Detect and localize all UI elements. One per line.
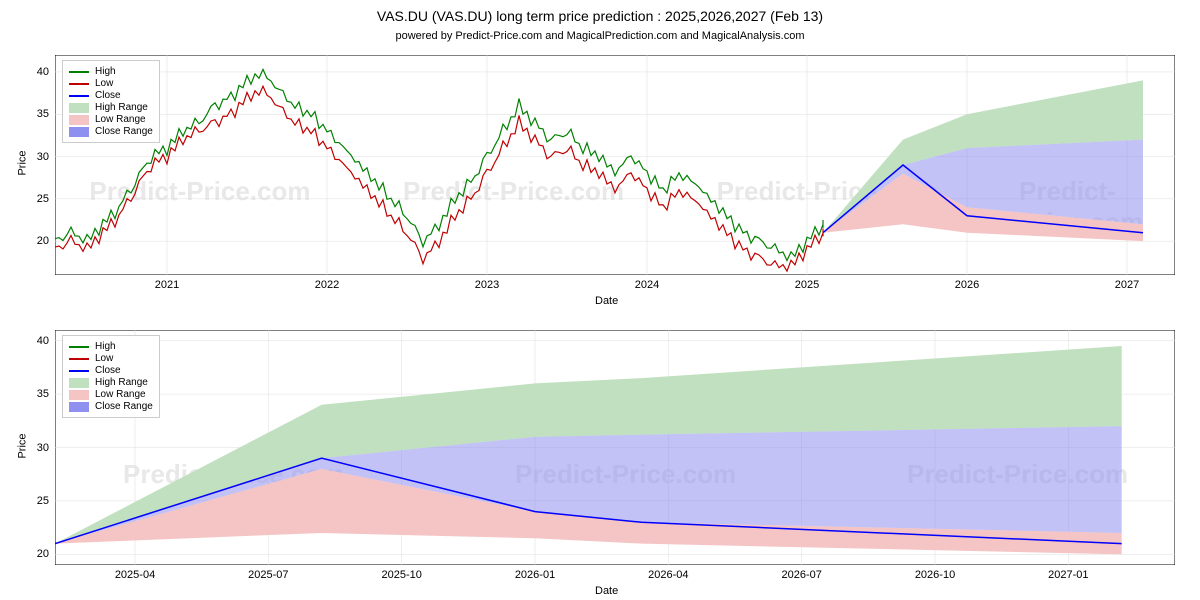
- main-title: VAS.DU (VAS.DU) long term price predicti…: [0, 8, 1200, 24]
- legend-item: High Range: [69, 102, 153, 113]
- legend-item: Close: [69, 90, 153, 101]
- y-tick-label: 40: [19, 335, 49, 347]
- legend-label: Low: [95, 353, 113, 364]
- legend-label: Low: [95, 78, 113, 89]
- y-tick-label: 25: [19, 193, 49, 205]
- legend-item: Low: [69, 78, 153, 89]
- legend-item: Low Range: [69, 389, 153, 400]
- legend-item: High: [69, 341, 153, 352]
- chart-svg: [55, 55, 1175, 275]
- chart-svg: [55, 330, 1175, 565]
- legend-item: High Range: [69, 377, 153, 388]
- x-tick-label: 2026: [937, 279, 997, 291]
- y-tick-label: 25: [19, 495, 49, 507]
- x-tick-label: 2027-01: [1038, 569, 1098, 581]
- legend-item: Close Range: [69, 126, 153, 137]
- x-tick-label: 2026-10: [905, 569, 965, 581]
- legend-label: High: [95, 341, 116, 352]
- y-tick-label: 35: [19, 108, 49, 120]
- legend-item: Low Range: [69, 114, 153, 125]
- y-tick-label: 35: [19, 388, 49, 400]
- legend-label: Close Range: [95, 126, 153, 137]
- legend-item: Close: [69, 365, 153, 376]
- legend-label: Close Range: [95, 401, 153, 412]
- legend-label: High Range: [95, 377, 148, 388]
- subtitle: powered by Predict-Price.com and Magical…: [0, 30, 1200, 42]
- legend-item: High: [69, 66, 153, 77]
- x-tick-label: 2022: [297, 279, 357, 291]
- legend-label: High Range: [95, 102, 148, 113]
- x-axis-label: Date: [595, 295, 618, 307]
- y-axis-label: Price: [17, 433, 29, 458]
- x-tick-label: 2025-07: [238, 569, 298, 581]
- bottom-chart: Predict-Price.comPredict-Price.comPredic…: [55, 330, 1175, 565]
- legend-label: Low Range: [95, 389, 146, 400]
- legend-label: Low Range: [95, 114, 146, 125]
- legend: HighLowCloseHigh RangeLow RangeClose Ran…: [62, 60, 160, 143]
- legend-item: Low: [69, 353, 153, 364]
- x-tick-label: 2026-01: [505, 569, 565, 581]
- legend-item: Close Range: [69, 401, 153, 412]
- y-axis-label: Price: [17, 150, 29, 175]
- legend-label: Close: [95, 90, 121, 101]
- legend-label: High: [95, 66, 116, 77]
- x-tick-label: 2026-04: [638, 569, 698, 581]
- x-tick-label: 2024: [617, 279, 677, 291]
- legend: HighLowCloseHigh RangeLow RangeClose Ran…: [62, 335, 160, 418]
- top-chart: Predict-Price.comPredict-Price.comPredic…: [55, 55, 1175, 275]
- legend-label: Close: [95, 365, 121, 376]
- y-tick-label: 20: [19, 548, 49, 560]
- x-tick-label: 2025-10: [372, 569, 432, 581]
- x-axis-label: Date: [595, 585, 618, 597]
- x-tick-label: 2027: [1097, 279, 1157, 291]
- y-tick-label: 20: [19, 235, 49, 247]
- x-tick-label: 2023: [457, 279, 517, 291]
- x-tick-label: 2026-07: [772, 569, 832, 581]
- x-tick-label: 2025-04: [105, 569, 165, 581]
- x-tick-label: 2021: [137, 279, 197, 291]
- y-tick-label: 40: [19, 66, 49, 78]
- x-tick-label: 2025: [777, 279, 837, 291]
